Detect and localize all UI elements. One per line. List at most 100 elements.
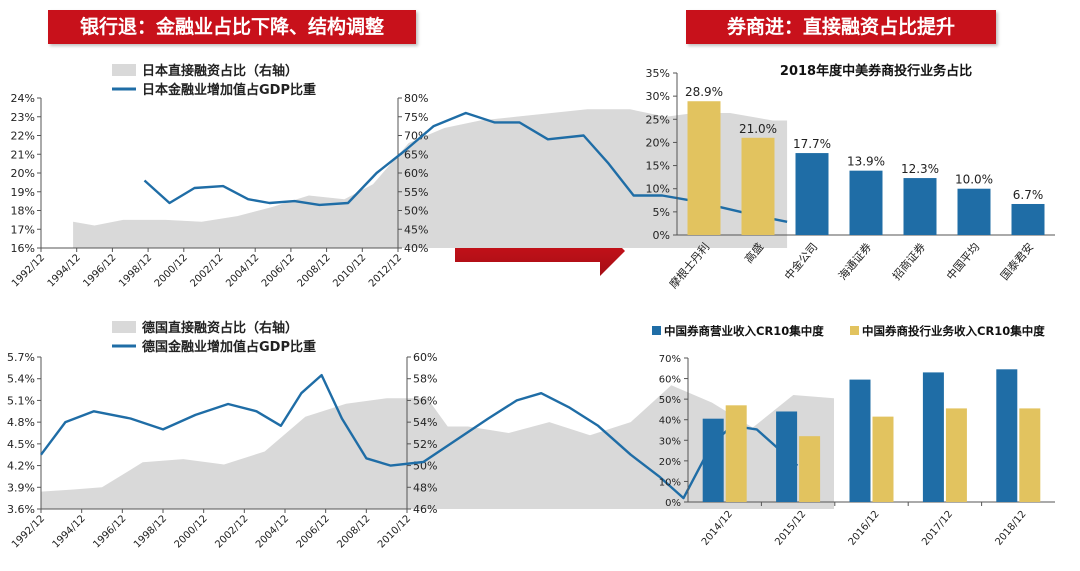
- bar-revenue: [849, 379, 871, 502]
- y-tick-label-left: 4.5%: [7, 438, 35, 451]
- y-tick-label-left: 3.9%: [7, 481, 35, 494]
- bar-value-label: 10.0%: [955, 173, 993, 187]
- business-share-chart: 2018年度中美券商投行业务占比 35% 30% 25% 20% 15% 10% 5% 0% 28…: [646, 63, 1055, 291]
- y-tick-label-right: 56%: [413, 394, 437, 407]
- legend-swatch-area: [112, 64, 136, 76]
- y-tick-label-right: 40%: [404, 242, 428, 255]
- bar-value-label: 12.3%: [901, 162, 939, 176]
- y-tick-label-right: 48%: [413, 481, 437, 494]
- legend-label-ib: 中国券商投行业务收入CR10集中度: [862, 324, 1045, 338]
- bar-revenue: [702, 418, 724, 502]
- bar-revenue: [922, 372, 944, 502]
- y-tick-label-left: 4.2%: [7, 460, 35, 473]
- x-tick-label: 2006/12: [295, 513, 332, 550]
- y-tick-label-right: 80%: [404, 92, 428, 105]
- x-tick-label: 中金公司: [781, 240, 820, 283]
- y-tick-label-right: 55%: [404, 186, 428, 199]
- bar: [1011, 203, 1045, 235]
- y-tick-label: 35%: [646, 67, 670, 80]
- transition-arrow: [455, 226, 625, 276]
- y-tick-label-right: 65%: [404, 148, 428, 161]
- x-tick-label: 2010/12: [376, 513, 413, 550]
- x-tick-label: 国泰君安: [997, 240, 1036, 283]
- y-tick-label-left: 24%: [11, 92, 35, 105]
- legend-swatch-ib: [850, 326, 859, 335]
- x-tick-label: 2017/12: [920, 509, 955, 548]
- bar: [741, 137, 775, 235]
- bar: [795, 153, 829, 235]
- y-tick-label: 70%: [659, 354, 681, 365]
- y-tick-label-right: 70%: [404, 130, 428, 143]
- x-tick-label: 2010/12: [331, 252, 368, 289]
- x-tick-label: 2004/12: [254, 513, 291, 550]
- bar: [957, 188, 991, 235]
- y-tick-label: 5%: [653, 206, 670, 219]
- bar: [687, 101, 721, 235]
- x-tick-label: 1992/12: [10, 513, 47, 550]
- area-series-germany: [41, 385, 834, 509]
- bar-ib: [872, 416, 894, 502]
- x-tick-label: 2006/12: [260, 252, 297, 289]
- y-tick-label-left: 5.4%: [7, 373, 35, 386]
- y-tick-label-right: 54%: [413, 416, 437, 429]
- y-tick-label: 40%: [659, 416, 681, 427]
- y-tick-label-right: 58%: [413, 373, 437, 386]
- x-tick-label: 2002/12: [213, 513, 250, 550]
- area-series-japan: [73, 109, 788, 248]
- y-tick-label-left: 20%: [11, 167, 35, 180]
- x-tick-label: 1996/12: [81, 252, 118, 289]
- bar-value-label: 6.7%: [1013, 188, 1044, 202]
- y-tick-label-left: 16%: [11, 242, 35, 255]
- y-tick-label: 0%: [653, 229, 670, 242]
- x-tick-label: 2008/12: [335, 513, 372, 550]
- x-tick-label: 招商证券: [889, 240, 928, 283]
- y-tick-label: 10%: [646, 183, 670, 196]
- legend-swatch-revenue: [652, 326, 661, 335]
- y-tick-label-right: 50%: [404, 205, 428, 218]
- y-tick-label-right: 52%: [413, 438, 437, 451]
- y-tick-label-left: 21%: [11, 148, 35, 161]
- y-tick-label-left: 18%: [11, 205, 35, 218]
- legend-label-revenue: 中国券商营业收入CR10集中度: [664, 324, 824, 338]
- y-tick-label: 15%: [646, 160, 670, 173]
- x-tick-label: 1998/12: [117, 252, 154, 289]
- legend-label-line: 德国金融业增加值占GDP比重: [142, 339, 316, 355]
- y-tick-label-left: 19%: [11, 186, 35, 199]
- x-tick-label: 1994/12: [46, 252, 83, 289]
- bar-ib: [1019, 408, 1041, 502]
- cr10-chart: 中国券商营业收入CR10集中度 中国券商投行业务收入CR10集中度 70% 60% 50…: [652, 324, 1055, 548]
- y-tick-label: 30%: [659, 436, 681, 447]
- x-tick-label: 2012/12: [367, 252, 404, 289]
- y-tick-label: 25%: [646, 113, 670, 126]
- y-tick-label: 50%: [659, 395, 681, 406]
- line-series-japan: [143, 111, 788, 223]
- y-tick-label: 10%: [659, 477, 681, 488]
- x-tick-label: 2004/12: [224, 252, 261, 289]
- y-tick-label-left: 17%: [11, 223, 35, 236]
- x-tick-label: 2000/12: [153, 252, 190, 289]
- y-tick-label-left: 3.6%: [7, 503, 35, 516]
- bar: [903, 178, 937, 235]
- bar-value-label: 21.0%: [739, 122, 777, 136]
- banner-left-title: 银行退：金融业占比下降、结构调整: [48, 10, 416, 44]
- x-tick-label: 2002/12: [188, 252, 225, 289]
- y-tick-label: 30%: [646, 90, 670, 103]
- japan-chart: 24% 23% 22% 21% 20% 19% 18% 17% 16% 80% 75% 70% 65% 6…: [10, 63, 788, 289]
- y-tick-label: 60%: [659, 375, 681, 386]
- y-tick-label-left: 4.8%: [7, 416, 35, 429]
- legend-label-line: 日本金融业增加值占GDP比重: [142, 82, 316, 98]
- x-tick-label: 2014/12: [700, 509, 735, 548]
- x-tick-label: 2000/12: [173, 513, 210, 550]
- y-tick-label-right: 60%: [413, 351, 437, 364]
- x-tick-label: 1998/12: [132, 513, 169, 550]
- y-tick-label-right: 60%: [404, 167, 428, 180]
- bar-ib: [799, 436, 821, 502]
- y-tick-label-left: 22%: [11, 130, 35, 143]
- y-tick-label: 20%: [646, 136, 670, 149]
- banner-right-title: 券商进：直接融资占比提升: [686, 10, 996, 44]
- x-tick-label: 2016/12: [847, 509, 882, 548]
- bar: [849, 170, 883, 235]
- bar-revenue: [996, 369, 1018, 502]
- y-tick-label-left: 5.7%: [7, 351, 35, 364]
